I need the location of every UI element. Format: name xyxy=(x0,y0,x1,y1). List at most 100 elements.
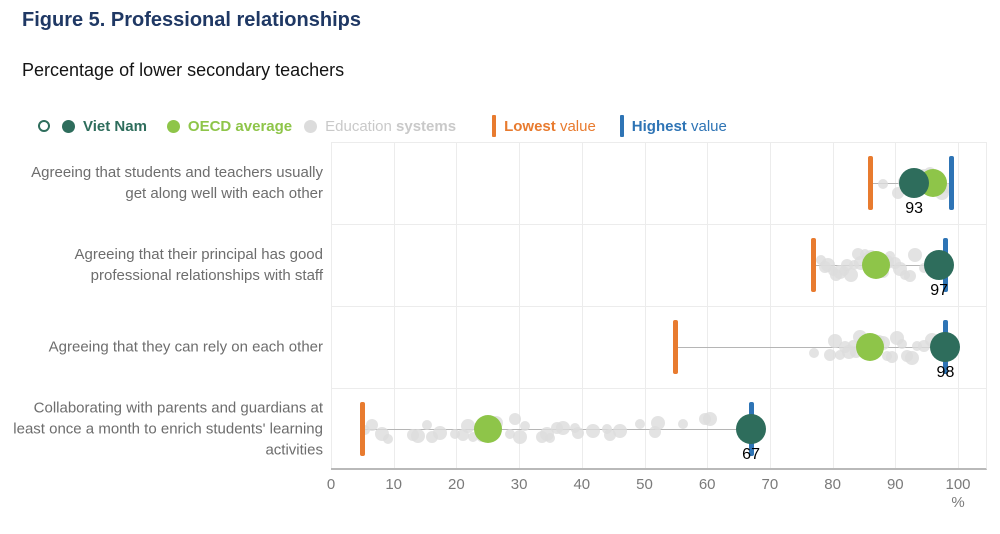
viet-nam-dot xyxy=(736,414,767,444)
row-separator xyxy=(331,224,986,225)
x-axis-unit-label: % xyxy=(951,494,965,511)
education-system-dot xyxy=(555,421,570,436)
education-system-dot xyxy=(835,350,846,361)
viet-nam-dot xyxy=(924,250,955,280)
lowest-value-bar xyxy=(359,402,365,456)
legend-label-lowest-word: Lowest xyxy=(504,117,556,135)
category-label: Agreeing that their principal has good p… xyxy=(74,246,324,284)
highest-value-bar xyxy=(949,156,955,210)
gridline-10 xyxy=(393,142,395,468)
category-label: Agreeing that students and teachers usua… xyxy=(31,164,323,202)
x-tick-label-60: 60 xyxy=(698,476,716,493)
education-system-dot xyxy=(896,338,907,349)
x-tick-label-50: 50 xyxy=(636,476,653,493)
gridline-20 xyxy=(456,142,458,468)
legend-item-oecd-average: OECD average xyxy=(166,118,292,135)
education-system-dot xyxy=(912,340,923,351)
education-system-dot xyxy=(450,429,461,440)
education-system-dot xyxy=(512,430,527,445)
viet-nam-open-circle-icon xyxy=(38,120,50,132)
lowest-value-bar xyxy=(867,156,873,210)
legend-label-highest-word: Highest xyxy=(631,117,687,135)
lowest-value-bar xyxy=(673,320,679,374)
education-system-dot xyxy=(885,350,898,363)
education-system-dot xyxy=(702,412,717,427)
legend-item-lowest-value: Lowest value xyxy=(492,115,596,137)
viet-nam-value-label: 93 xyxy=(905,200,923,217)
oecd-average-circle-icon xyxy=(166,119,180,133)
range-line xyxy=(675,347,946,348)
x-tick-label-30: 30 xyxy=(510,476,528,493)
oecd-average-dot xyxy=(862,251,891,279)
education-system-dot xyxy=(519,420,530,431)
oecd-average-dot xyxy=(473,415,502,443)
education-system-dot xyxy=(942,182,953,193)
viet-nam-value-label: 67 xyxy=(742,446,760,463)
row-separator xyxy=(331,142,986,143)
gridline-40 xyxy=(581,142,583,468)
row-separator xyxy=(331,388,986,389)
gridline-90 xyxy=(895,142,897,468)
education-system-dot xyxy=(824,349,837,362)
education-system-dot xyxy=(360,425,371,436)
education-system-dot xyxy=(651,416,666,431)
lowest-value-bar-icon xyxy=(492,115,497,137)
x-tick-label-100: 100 xyxy=(945,476,971,493)
education-system-dot xyxy=(383,433,394,444)
education-systems-circle-icon xyxy=(304,119,318,133)
education-system-dot xyxy=(604,429,616,442)
education-system-dot xyxy=(365,418,378,431)
education-system-dot xyxy=(847,339,858,350)
x-axis: 0 10 20 30 40 50 60 70 80 90 100% xyxy=(327,476,1000,526)
chart-legend: Viet Nam OECD average Education systems … xyxy=(38,112,727,140)
figure-title: Figure 5. Professional relationships xyxy=(22,9,361,31)
education-system-dot xyxy=(586,423,601,438)
education-system-dot xyxy=(433,425,448,440)
x-tick-label-70: 70 xyxy=(761,476,779,493)
legend-label-education-word: Education xyxy=(325,117,392,135)
viet-nam-dot xyxy=(899,168,930,198)
gridline-100 xyxy=(958,142,959,468)
education-system-dot xyxy=(918,262,929,273)
gridline-80 xyxy=(832,142,834,468)
x-tick-label-0: 0 xyxy=(326,476,336,493)
legend-label-value-word-1: value xyxy=(559,117,596,135)
education-system-dot xyxy=(468,432,479,443)
viet-nam-dot xyxy=(930,332,961,362)
education-system-dot xyxy=(411,429,426,444)
education-system-dot xyxy=(816,254,827,265)
oecd-average-dot xyxy=(856,333,885,361)
category-label: Collaborating with parents and guardians… xyxy=(13,399,323,459)
x-tick-label-10: 10 xyxy=(385,476,403,493)
education-system-dot xyxy=(808,348,819,359)
education-system-dot xyxy=(877,179,888,190)
education-system-dot xyxy=(903,269,916,282)
row-separator xyxy=(331,306,986,307)
legend-item-education-systems: Education systems xyxy=(304,118,456,135)
category-label: Agreeing that they can rely on each othe… xyxy=(48,338,323,356)
education-system-dot xyxy=(572,426,585,439)
x-tick-label-40: 40 xyxy=(573,476,591,493)
lowest-value-bar xyxy=(811,238,817,292)
legend-label-viet-nam: Viet Nam xyxy=(83,117,147,135)
viet-nam-value-label: 97 xyxy=(930,282,949,299)
highest-value-bar-icon xyxy=(619,115,624,137)
education-system-dot xyxy=(421,420,432,431)
viet-nam-circle-icon xyxy=(62,119,75,133)
education-system-dot xyxy=(544,433,555,444)
figure-subtitle: Percentage of lower secondary teachers xyxy=(22,60,345,80)
legend-label-value-word-2: value xyxy=(690,117,727,135)
education-system-dot xyxy=(904,350,919,365)
category-labels: Agreeing that students and teachers usua… xyxy=(13,142,323,470)
education-system-dot xyxy=(601,423,612,434)
legend-label-highest-value: Highest value xyxy=(632,118,727,135)
legend-item-viet-nam: Viet Nam xyxy=(38,118,147,135)
gridline-60 xyxy=(707,142,709,468)
viet-nam-value-label: 98 xyxy=(936,364,955,381)
education-system-dot xyxy=(508,412,521,425)
education-system-dot xyxy=(843,267,858,282)
gridline-50 xyxy=(644,142,646,468)
education-system-dot xyxy=(885,250,896,261)
legend-label-systems-word: systems xyxy=(396,117,457,135)
education-system-dot xyxy=(613,423,628,438)
